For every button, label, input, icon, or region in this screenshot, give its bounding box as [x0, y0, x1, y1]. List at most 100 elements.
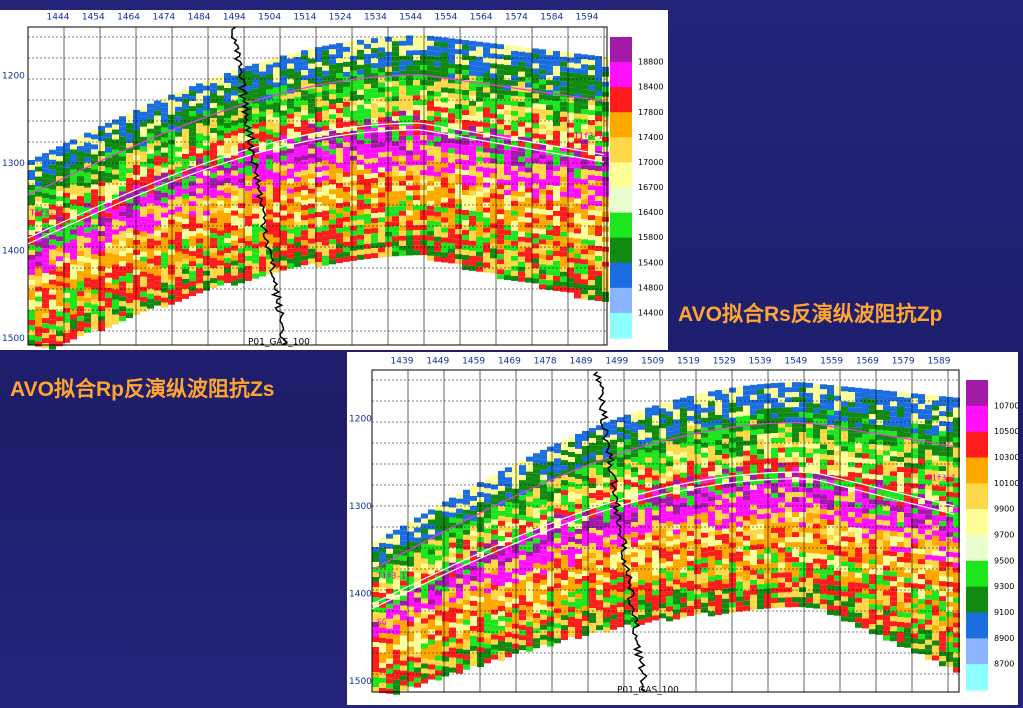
seismic-cell — [386, 583, 393, 589]
seismic-cell — [329, 184, 336, 190]
seismic-cell — [112, 119, 119, 125]
seismic-cell — [610, 554, 617, 560]
seismic-cell — [574, 203, 581, 209]
seismic-cell — [498, 595, 505, 601]
seismic-cell — [364, 38, 371, 44]
seismic-cell — [491, 559, 498, 565]
seismic-cell — [518, 246, 525, 252]
seismic-cell — [532, 63, 539, 69]
seismic-cell — [581, 279, 588, 285]
seismic-cell — [532, 133, 539, 139]
seismic-cell — [154, 235, 161, 241]
seismic-cell — [203, 235, 210, 241]
seismic-cell — [427, 95, 434, 101]
seismic-cell — [364, 173, 371, 179]
seismic-cell — [434, 56, 441, 62]
seismic-cell — [217, 210, 224, 216]
seismic-cell — [441, 77, 448, 83]
seismic-cell — [456, 518, 463, 524]
seismic-cell — [554, 593, 561, 599]
seismic-cell — [126, 173, 133, 179]
seismic-cell — [421, 543, 428, 549]
seismic-cell — [336, 138, 343, 144]
seismic-cell — [476, 211, 483, 217]
seismic-cell — [414, 522, 421, 528]
seismic-cell — [610, 494, 617, 500]
seismic-cell — [553, 270, 560, 276]
seismic-cell — [357, 174, 364, 180]
seismic-cell — [441, 67, 448, 73]
seismic-cell — [386, 663, 393, 669]
seismic-cell — [575, 608, 582, 614]
seismic-cell — [147, 273, 154, 279]
seismic-cell — [343, 196, 350, 202]
seismic-cell — [533, 563, 540, 569]
seismic-cell — [266, 219, 273, 225]
seismic-cell — [175, 256, 182, 262]
seismic-cell — [595, 231, 602, 236]
seismic-cell — [546, 280, 553, 286]
seismic-cell — [574, 63, 581, 69]
seismic-cell — [497, 59, 504, 65]
seismic-cell — [126, 233, 133, 239]
seismic-cell — [343, 256, 350, 262]
seismic-cell — [554, 493, 561, 499]
seismic-cell — [126, 163, 133, 169]
seismic-cell — [483, 157, 490, 163]
seismic-cell — [484, 548, 491, 554]
seismic-cell — [287, 73, 294, 79]
seismic-cell — [399, 70, 406, 76]
seismic-cell — [231, 130, 238, 136]
seismic-cell — [497, 229, 504, 235]
seismic-cell — [504, 175, 511, 181]
seismic-cell — [421, 578, 428, 584]
seismic-cell — [561, 495, 568, 501]
seismic-cell — [210, 258, 217, 264]
seismic-cell — [533, 608, 540, 614]
seismic-cell — [469, 125, 476, 131]
seismic-cell — [126, 263, 133, 269]
seismic-cell — [546, 275, 553, 281]
seismic-cell — [196, 203, 203, 209]
seismic-cell — [168, 189, 175, 195]
seismic-cell — [484, 623, 491, 629]
seismic-cell — [273, 152, 280, 158]
seismic-cell — [70, 164, 77, 170]
seismic-cell — [455, 89, 462, 95]
seismic-cell — [497, 244, 504, 250]
seismic-cell — [336, 58, 343, 64]
seismic-cell — [595, 261, 602, 266]
seismic-cell — [588, 135, 595, 141]
seismic-cell — [420, 95, 427, 101]
seismic-cell — [168, 274, 175, 280]
seismic-cell — [322, 180, 329, 186]
seismic-cell — [420, 240, 427, 246]
seismic-cell — [434, 51, 441, 57]
seismic-cell — [343, 181, 350, 187]
seismic-cell — [189, 126, 196, 132]
seismic-cell — [371, 183, 378, 189]
seismic-cell — [140, 281, 147, 287]
seismic-cell — [414, 567, 421, 573]
seismic-cell — [519, 605, 526, 611]
seismic-cell — [231, 240, 238, 246]
seismic-cell — [372, 622, 379, 627]
seismic-cell — [56, 271, 63, 277]
seismic-cell — [378, 92, 385, 98]
seismic-cell — [456, 533, 463, 539]
seismic-cell — [477, 607, 484, 613]
seismic-cell — [133, 134, 140, 140]
seismic-cell — [364, 128, 371, 134]
seismic-cell — [119, 301, 126, 307]
seismic-cell — [505, 642, 512, 648]
seismic-cell — [386, 683, 393, 689]
seismic-cell — [406, 190, 413, 196]
seismic-cell — [525, 277, 532, 283]
seismic-cell — [189, 166, 196, 172]
seismic-cell — [574, 173, 581, 179]
seismic-cell — [504, 180, 511, 186]
seismic-cell — [546, 65, 553, 71]
seismic-cell — [252, 258, 259, 264]
seismic-cell — [28, 180, 35, 185]
seismic-cell — [413, 85, 420, 91]
